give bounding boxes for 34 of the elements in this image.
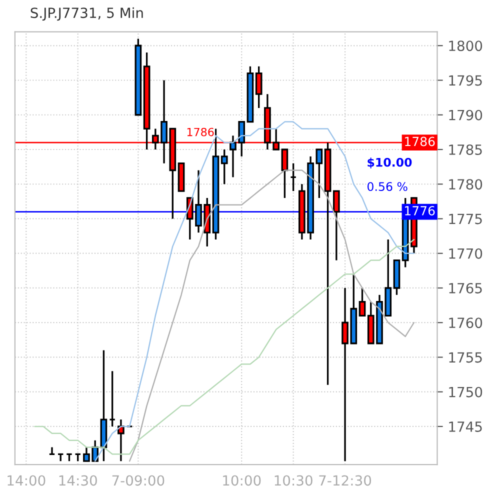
x-tick-label: 10:00 (223, 475, 261, 486)
x-tick-label: 14:30 (59, 475, 97, 486)
y-tick-label: 1795 (449, 75, 482, 86)
candlestick (281, 148, 288, 199)
x-tick-label: 14:00 (8, 475, 46, 486)
y-tick-label: 1745 (449, 422, 482, 432)
candlestick (118, 418, 124, 462)
candlestick (255, 66, 262, 109)
y-tick-label: 1785 (449, 144, 482, 155)
y-tick-label: 1780 (449, 179, 482, 190)
ref-line-label: 1786 (405, 136, 435, 146)
ref-line-label: 1776 (405, 206, 435, 216)
y-tick-label: 1750 (449, 386, 482, 398)
annotation: 0.56 % (368, 182, 408, 192)
chart-title: S.JP.J7731, 5 Min (30, 7, 143, 21)
x-tick-label: 7-09:00 (112, 475, 164, 486)
y-tick-label: 1800 (449, 40, 482, 52)
x-tick-label: 10:30 (274, 475, 312, 486)
candlestick (316, 148, 323, 199)
annotation: 1786 (187, 128, 214, 136)
y-tick-label: 1775 (449, 214, 482, 224)
y-tick-label: 1760 (449, 318, 482, 328)
candlestick (290, 162, 297, 192)
candlestick (48, 446, 56, 455)
y-tick-label: 1770 (449, 248, 482, 259)
candlestick (358, 287, 366, 317)
annotation: $10.00 (368, 158, 412, 168)
x-tick-label: 7-12:30 (319, 475, 372, 486)
candlestick (332, 190, 340, 262)
candlestick (220, 148, 228, 185)
y-tick-label: 1765 (449, 282, 482, 294)
y-tick-label: 1790 (449, 110, 482, 120)
y-tick-label: 1755 (449, 352, 482, 363)
candlestick (108, 370, 116, 428)
